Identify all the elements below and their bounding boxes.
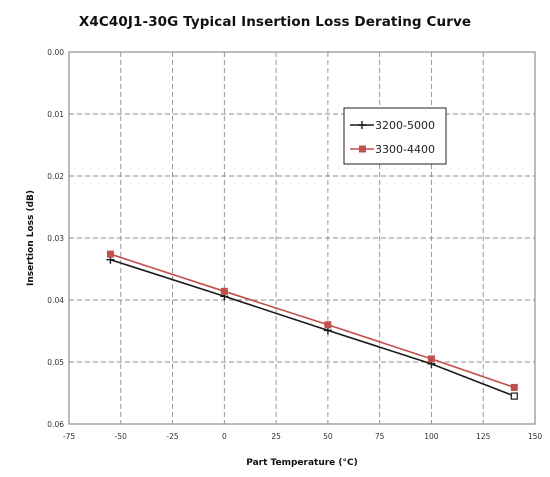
data-point-marker (427, 355, 435, 363)
data-point-marker (220, 287, 228, 295)
x-tick-label: -50 (115, 432, 127, 441)
x-tick-label: 50 (323, 432, 333, 441)
legend-swatch-marker (359, 145, 366, 153)
legend: 3200-5000 3300-4400 (343, 107, 447, 165)
grid-layer (69, 52, 535, 424)
y-tick-label: 0.00 (47, 48, 64, 57)
data-point-marker (324, 321, 332, 329)
data-point-marker (510, 392, 518, 400)
x-tick-label: 125 (476, 432, 491, 441)
x-tick-label: -25 (166, 432, 178, 441)
x-tick-label: 0 (222, 432, 227, 441)
y-tick-label: 0.04 (47, 296, 64, 305)
y-tick-label: 0.03 (47, 234, 64, 243)
x-tick-label: 75 (375, 432, 385, 441)
y-tick-label: 0.01 (47, 110, 64, 119)
y-tick-label: 0.06 (47, 420, 64, 429)
x-tick-label: 100 (424, 432, 439, 441)
legend-label: 3200-5000 (375, 119, 435, 132)
legend-label: 3300-4400 (375, 143, 435, 156)
data-point-marker (510, 383, 518, 391)
tick-label-layer: -75 -50 -25 0 25 50 75 100 125 150 0.00 0.01 0.02 0.0… (47, 48, 542, 441)
legend-swatch-marker (358, 121, 366, 129)
series-layer (106, 250, 518, 400)
x-axis-label: Part Temperature (°C) (246, 458, 358, 468)
data-point-marker (106, 250, 114, 258)
x-tick-label: -75 (63, 432, 75, 441)
chart-title: X4C40J1-30G Typical Insertion Loss Derat… (78, 14, 472, 30)
x-tick-label: 25 (271, 432, 281, 441)
legend-box (343, 107, 447, 165)
y-axis-label: Insertion Loss (dB) (26, 190, 36, 286)
y-tick-label: 0.05 (47, 358, 64, 367)
y-tick-label: 0.02 (47, 172, 64, 181)
x-tick-label: 150 (528, 432, 543, 441)
